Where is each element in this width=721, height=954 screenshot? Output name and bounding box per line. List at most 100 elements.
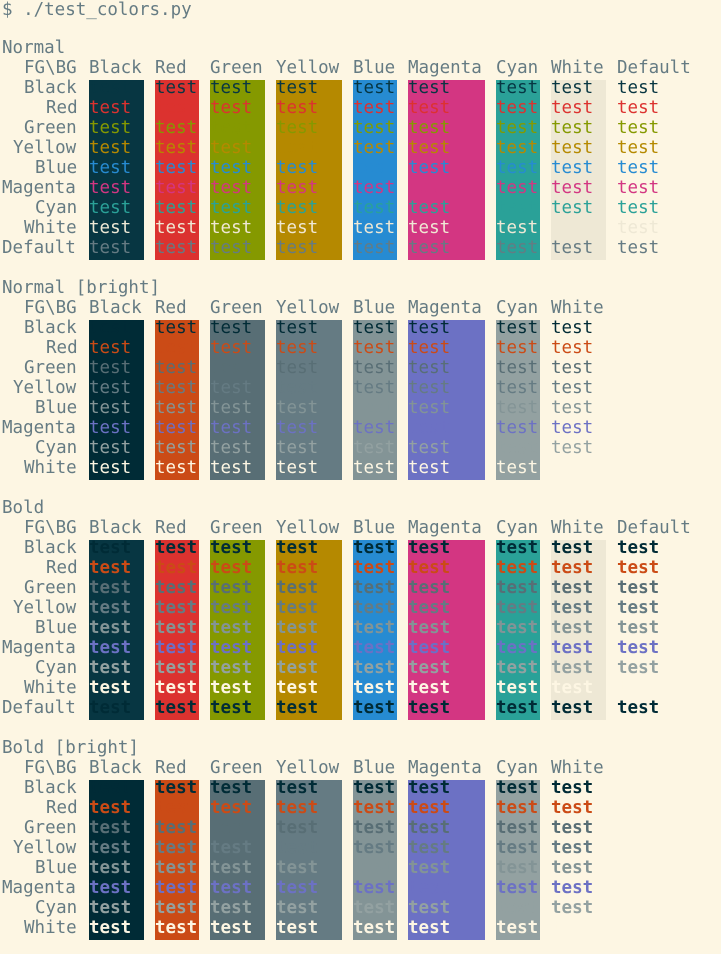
- sample-cell: test: [496, 558, 539, 578]
- sample-cell: test: [617, 98, 660, 118]
- sample-cell: test: [408, 198, 451, 218]
- sample-cell: test: [89, 158, 132, 178]
- sample-cell: test: [353, 898, 396, 918]
- sample-cell: test: [210, 438, 253, 458]
- sample-cell: test: [551, 118, 594, 138]
- fg-row-label: Red: [46, 98, 78, 118]
- bg-column-header: Default: [617, 58, 691, 78]
- sample-cell: test: [408, 778, 451, 798]
- sample-cell: test: [210, 198, 253, 218]
- sample-cell: test: [353, 538, 396, 558]
- sample-cell: test: [617, 238, 660, 258]
- bg-column-header: Cyan: [496, 518, 539, 538]
- sample-cell: test: [155, 418, 198, 438]
- sample-cell: test: [551, 418, 594, 438]
- sample-cell: test: [276, 358, 319, 378]
- sample-cell: test: [155, 318, 198, 338]
- bg-block-blue: [353, 320, 397, 480]
- sample-cell: test: [210, 618, 253, 638]
- sample-cell: test: [408, 638, 451, 658]
- sample-cell: test: [496, 78, 539, 98]
- sample-cell: test: [551, 578, 594, 598]
- sample-cell: test: [408, 598, 451, 618]
- bg-column-header: Blue: [353, 58, 396, 78]
- bg-block-blue: [353, 780, 397, 940]
- sample-cell: test: [276, 98, 319, 118]
- bg-column-header: Yellow: [276, 758, 340, 778]
- bg-column-header: Blue: [353, 298, 396, 318]
- fg-row-label: Black: [24, 538, 77, 558]
- sample-cell: test: [155, 358, 198, 378]
- bg-column-header: Green: [210, 758, 263, 778]
- sample-cell: test: [210, 238, 253, 258]
- sample-cell: test: [353, 358, 396, 378]
- sample-cell: test: [408, 898, 451, 918]
- sample-cell: test: [210, 378, 253, 398]
- sample-cell: test: [353, 698, 396, 718]
- sample-cell: test: [408, 678, 451, 698]
- bg-block-red: [155, 320, 199, 480]
- sample-cell: test: [89, 378, 132, 398]
- sample-cell: test: [89, 398, 132, 418]
- sample-cell: test: [617, 78, 660, 98]
- sample-cell: test: [210, 878, 253, 898]
- bg-block-red: [155, 80, 199, 260]
- sample-cell: test: [353, 158, 396, 178]
- bg-column-header: Green: [210, 298, 263, 318]
- sample-cell: test: [496, 138, 539, 158]
- bg-block-white: [551, 780, 606, 940]
- sample-cell: test: [617, 658, 660, 678]
- sample-cell: test: [89, 778, 132, 798]
- bg-column-header: Blue: [353, 518, 396, 538]
- header-corner: FG\BG: [24, 518, 77, 538]
- sample-cell: test: [496, 458, 539, 478]
- sample-cell: test: [551, 338, 594, 358]
- fg-row-label: Black: [24, 318, 77, 338]
- sample-cell: test: [408, 138, 451, 158]
- sample-cell: test: [276, 338, 319, 358]
- sample-cell: test: [496, 438, 539, 458]
- bg-block-yellow: [276, 320, 342, 480]
- sample-cell: test: [155, 558, 198, 578]
- sample-cell: test: [276, 658, 319, 678]
- sample-cell: test: [617, 618, 660, 638]
- sample-cell: test: [276, 438, 319, 458]
- sample-cell: test: [353, 618, 396, 638]
- sample-cell: test: [89, 438, 132, 458]
- sample-cell: test: [496, 218, 539, 238]
- sample-cell: test: [353, 838, 396, 858]
- sample-cell: test: [89, 98, 132, 118]
- sample-cell: test: [496, 918, 539, 938]
- sample-cell: test: [353, 678, 396, 698]
- sample-cell: test: [210, 778, 253, 798]
- fg-row-label: Blue: [35, 398, 78, 418]
- sample-cell: test: [617, 138, 660, 158]
- sample-cell: test: [276, 638, 319, 658]
- sample-cell: test: [210, 658, 253, 678]
- sample-cell: test: [89, 858, 132, 878]
- sample-cell: test: [89, 618, 132, 638]
- sample-cell: test: [89, 538, 132, 558]
- sample-cell: test: [155, 918, 198, 938]
- bg-block-white: [551, 540, 606, 720]
- sample-cell: test: [408, 218, 451, 238]
- fg-row-label: Cyan: [35, 438, 78, 458]
- sample-cell: test: [276, 578, 319, 598]
- sample-cell: test: [210, 538, 253, 558]
- sample-cell: test: [276, 798, 319, 818]
- section-title: Normal: [2, 38, 66, 58]
- sample-cell: test: [276, 818, 319, 838]
- bg-column-header: Yellow: [276, 298, 340, 318]
- sample-cell: test: [551, 198, 594, 218]
- sample-cell: test: [353, 558, 396, 578]
- sample-cell: test: [276, 158, 319, 178]
- header-corner: FG\BG: [24, 58, 77, 78]
- sample-cell: test: [276, 698, 319, 718]
- sample-cell: test: [496, 598, 539, 618]
- sample-cell: test: [210, 598, 253, 618]
- sample-cell: test: [353, 918, 396, 938]
- bg-block-black: [89, 80, 144, 260]
- sample-cell: test: [89, 138, 132, 158]
- sample-cell: test: [496, 538, 539, 558]
